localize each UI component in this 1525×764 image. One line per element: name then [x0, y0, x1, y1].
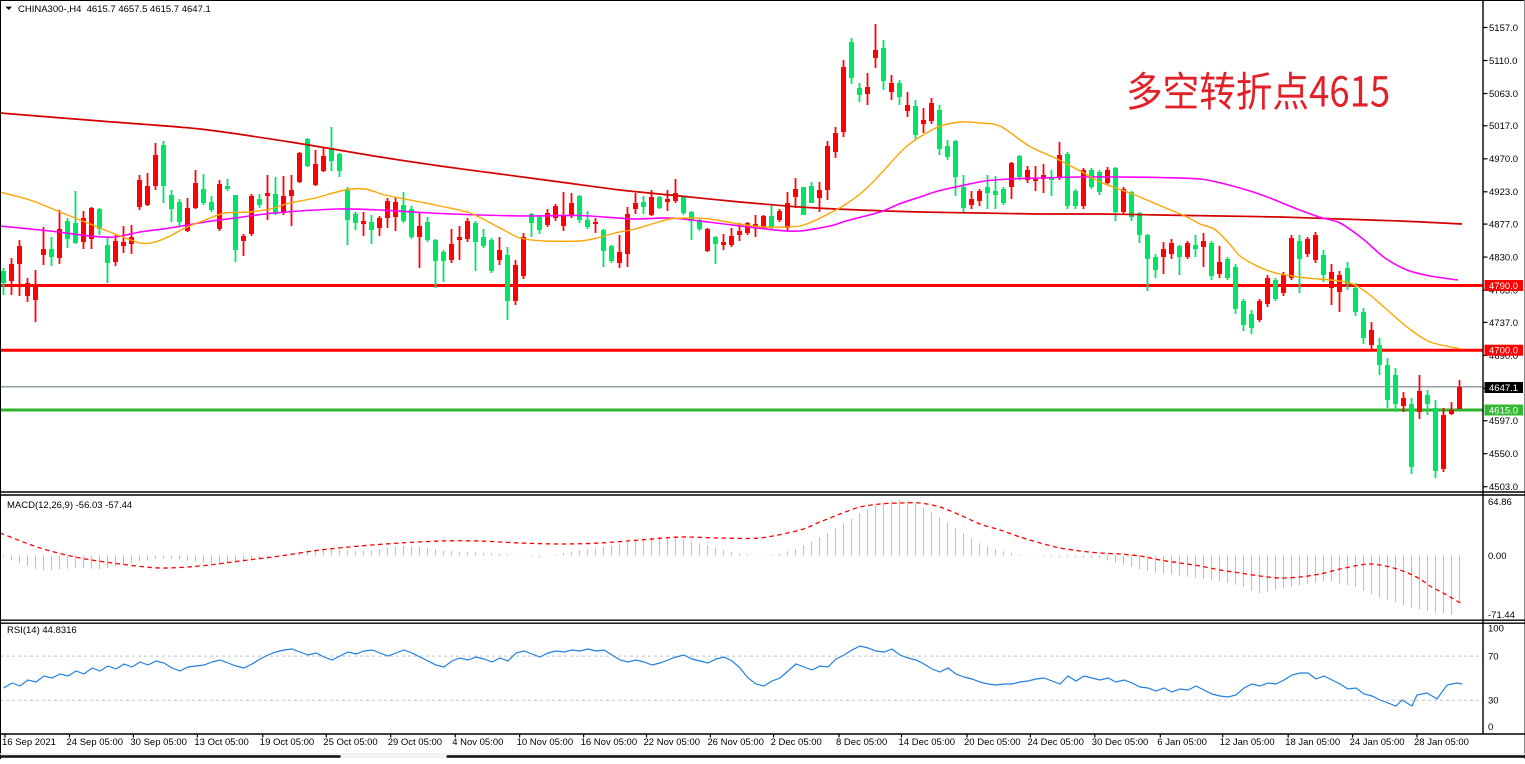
svg-text:70: 70: [1488, 652, 1499, 663]
svg-text:4 Nov 05:00: 4 Nov 05:00: [452, 737, 503, 748]
svg-text:5110.0: 5110.0: [1489, 56, 1517, 67]
svg-text:4615.0: 4615.0: [1489, 405, 1518, 416]
svg-text:0: 0: [1488, 722, 1493, 733]
svg-text:2 Dec 05:00: 2 Dec 05:00: [771, 737, 822, 748]
svg-text:25 Oct 05:00: 25 Oct 05:00: [323, 737, 377, 748]
svg-text:4690.0: 4690.0: [1489, 351, 1518, 362]
svg-text:24 Jan 05:00: 24 Jan 05:00: [1350, 737, 1405, 748]
svg-text:20 Dec 05:00: 20 Dec 05:00: [964, 737, 1021, 748]
svg-text:5017.0: 5017.0: [1489, 121, 1518, 132]
svg-text:4597.0: 4597.0: [1489, 416, 1518, 427]
svg-text:MACD(12,26,9) -56.03 -57.44: MACD(12,26,9) -56.03 -57.44: [7, 500, 132, 511]
svg-text:64.86: 64.86: [1488, 497, 1512, 508]
svg-text:16 Sep 2021: 16 Sep 2021: [2, 737, 56, 748]
svg-text:4877.0: 4877.0: [1489, 220, 1518, 231]
svg-text:12 Jan 05:00: 12 Jan 05:00: [1220, 737, 1275, 748]
svg-text:29 Oct 05:00: 29 Oct 05:00: [388, 737, 442, 748]
svg-text:16 Nov 05:00: 16 Nov 05:00: [581, 737, 638, 748]
svg-text:100: 100: [1488, 623, 1504, 634]
svg-text:24 Sep 05:00: 24 Sep 05:00: [67, 737, 124, 748]
svg-text:5157.0: 5157.0: [1489, 23, 1518, 34]
svg-text:0.00: 0.00: [1488, 551, 1507, 562]
svg-text:14 Dec 05:00: 14 Dec 05:00: [899, 737, 956, 748]
svg-text:4970.0: 4970.0: [1489, 154, 1518, 165]
svg-text:18 Jan 05:00: 18 Jan 05:00: [1285, 737, 1340, 748]
svg-text:19 Oct 05:00: 19 Oct 05:00: [260, 737, 314, 748]
svg-text:30: 30: [1488, 696, 1499, 707]
svg-text:10 Nov 05:00: 10 Nov 05:00: [517, 737, 574, 748]
svg-text:8 Dec 05:00: 8 Dec 05:00: [836, 737, 887, 748]
svg-text:26 Nov 05:00: 26 Nov 05:00: [707, 737, 764, 748]
svg-text:RSI(14) 44.8316: RSI(14) 44.8316: [7, 625, 77, 636]
svg-text:4700.0: 4700.0: [1489, 346, 1518, 357]
svg-text:4503.0: 4503.0: [1489, 482, 1518, 493]
svg-text:30 Sep 05:00: 30 Sep 05:00: [130, 737, 187, 748]
svg-text:4737.0: 4737.0: [1489, 318, 1518, 329]
svg-text:28 Jan 05:00: 28 Jan 05:00: [1414, 737, 1469, 748]
svg-text:13 Oct 05:00: 13 Oct 05:00: [194, 737, 248, 748]
svg-text:4550.0: 4550.0: [1489, 449, 1518, 460]
svg-text:22 Nov 05:00: 22 Nov 05:00: [644, 737, 701, 748]
svg-text:5063.0: 5063.0: [1489, 89, 1518, 100]
svg-text:-71.44: -71.44: [1488, 610, 1515, 621]
svg-text:30 Dec 05:00: 30 Dec 05:00: [1092, 737, 1149, 748]
svg-text:24 Dec 05:00: 24 Dec 05:00: [1027, 737, 1084, 748]
svg-text:4790.0: 4790.0: [1489, 281, 1518, 292]
svg-text:CHINA300-,H4 4615.7 4657.5 46: CHINA300-,H4 4615.7 4657.5 4615.7 4647.1: [18, 4, 211, 15]
svg-text:6 Jan 05:00: 6 Jan 05:00: [1157, 737, 1207, 748]
svg-text:4923.0: 4923.0: [1489, 187, 1518, 198]
svg-text:4647.1: 4647.1: [1489, 383, 1518, 394]
svg-text:4830.0: 4830.0: [1489, 253, 1518, 264]
